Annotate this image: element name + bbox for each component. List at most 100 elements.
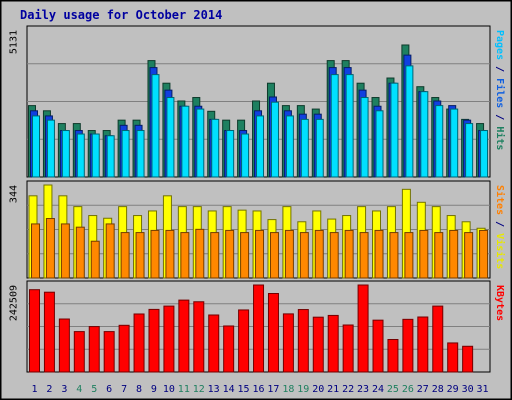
x-tick-label: 9	[151, 384, 157, 395]
bar-kbytes-day-2	[43, 291, 55, 373]
bar-pages-day-17	[270, 101, 279, 178]
bar-kbytes-day-29	[447, 342, 459, 373]
bar-kbytes-day-26	[402, 318, 414, 373]
bar-kbytes-day-9	[148, 308, 160, 373]
panel-bottom-scale-label: 242509	[9, 285, 20, 321]
bar-sites-day-21	[329, 232, 339, 279]
x-tick-label: 3	[61, 384, 67, 395]
bar-pages-day-20	[315, 118, 324, 178]
bar-sites-day-8	[135, 232, 145, 279]
legend-part: /	[495, 108, 506, 126]
bar-pages-day-11	[181, 105, 190, 178]
bar-sites-day-9	[150, 229, 160, 279]
bar-sites-day-31	[479, 229, 489, 279]
bar-sites-day-30	[464, 232, 474, 279]
x-tick-label: 24	[372, 384, 384, 395]
bar-kbytes-day-16	[253, 284, 265, 373]
bar-pages-day-23	[360, 97, 369, 178]
bar-kbytes-day-8	[133, 313, 145, 373]
bar-sites-day-14	[225, 229, 235, 279]
bar-pages-day-3	[61, 130, 70, 178]
x-tick-label: 15	[238, 384, 250, 395]
bar-pages-day-21	[330, 74, 339, 178]
bar-sites-day-25	[389, 232, 399, 279]
chart-title: Daily usage for October 2014	[20, 8, 222, 22]
bar-sites-day-16	[255, 229, 265, 279]
bar-kbytes-day-7	[118, 324, 130, 373]
bar-pages-day-27	[420, 91, 429, 178]
bar-pages-day-5	[91, 133, 100, 178]
bar-kbytes-day-19	[297, 309, 309, 373]
bar-sites-day-4	[75, 226, 85, 279]
bar-kbytes-day-6	[103, 331, 115, 373]
bar-pages-day-1	[32, 115, 40, 178]
bar-kbytes-day-3	[58, 318, 70, 373]
bar-pages-day-26	[405, 65, 414, 178]
x-tick-label: 12	[193, 384, 205, 395]
bar-sites-day-5	[90, 240, 100, 279]
bar-pages-day-9	[151, 74, 160, 178]
x-tick-label: 6	[106, 384, 112, 395]
legend-part: Hits	[495, 126, 507, 150]
x-tick-label: 30	[462, 384, 474, 395]
bar-sites-day-11	[180, 232, 190, 279]
bar-sites-day-2	[45, 218, 55, 279]
bar-kbytes-day-14	[223, 325, 235, 373]
bar-kbytes-day-27	[417, 316, 429, 373]
bar-sites-day-23	[359, 232, 369, 279]
bar-sites-day-7	[120, 232, 130, 279]
x-tick-label: 19	[297, 384, 309, 395]
legend-part: Sites	[495, 185, 507, 215]
bar-pages-day-7	[121, 130, 130, 178]
x-tick-label: 25	[387, 384, 399, 395]
x-tick-label: 18	[282, 384, 294, 395]
bar-pages-day-13	[211, 118, 220, 178]
legend-part: Visits	[495, 233, 507, 269]
bar-kbytes-day-11	[178, 299, 190, 373]
x-tick-label: 21	[327, 384, 339, 395]
bar-kbytes-day-12	[193, 301, 205, 373]
bar-pages-day-24	[375, 110, 384, 178]
legend-part: /	[495, 215, 506, 233]
bar-sites-day-17	[269, 232, 279, 279]
panel-bottom: 242509 KBytes	[9, 280, 506, 373]
x-tick-label: 29	[447, 384, 459, 395]
bar-sites-day-26	[404, 232, 414, 279]
x-tick-label: 17	[267, 384, 279, 395]
bar-kbytes-day-15	[238, 309, 250, 373]
bar-kbytes-day-5	[88, 326, 100, 373]
bar-kbytes-day-28	[432, 305, 444, 373]
panel-middle: 344 Sites / Visits	[9, 180, 507, 279]
x-tick-label: 4	[76, 384, 82, 395]
panel-top-scale-label: 5131	[9, 30, 20, 54]
bar-pages-day-25	[390, 82, 399, 178]
x-tick-label: 7	[121, 384, 127, 395]
x-tick-label: 14	[223, 384, 235, 395]
bar-pages-day-4	[76, 133, 85, 178]
bar-kbytes-day-18	[282, 313, 294, 373]
bar-pages-day-19	[300, 118, 309, 178]
bar-pages-day-28	[435, 105, 444, 178]
x-tick-label: 8	[136, 384, 142, 395]
panel-middle-scale-label: 344	[9, 185, 20, 203]
x-tick-label: 31	[477, 384, 489, 395]
bar-pages-day-18	[285, 115, 294, 178]
bar-sites-day-29	[449, 229, 459, 279]
bar-sites-day-27	[419, 229, 429, 279]
bar-sites-day-24	[374, 229, 384, 279]
bar-kbytes-day-30	[462, 345, 474, 373]
bar-kbytes-day-10	[163, 305, 175, 373]
bar-pages-day-8	[136, 130, 145, 178]
x-tick-label: 28	[432, 384, 444, 395]
panel-middle-legend-label: Sites / Visits	[495, 185, 507, 269]
x-tick-label: 1	[31, 384, 37, 395]
bar-pages-day-15	[241, 133, 250, 178]
bar-pages-day-6	[106, 135, 115, 178]
bar-sites-day-12	[195, 228, 205, 279]
bar-kbytes-day-23	[357, 284, 369, 373]
bar-sites-day-10	[165, 229, 175, 279]
panel-bottom-legend-label: KBytes	[495, 285, 506, 321]
x-tick-label: 10	[163, 384, 175, 395]
panel-top-legend-label: Pages / Files / Hits	[495, 30, 507, 150]
